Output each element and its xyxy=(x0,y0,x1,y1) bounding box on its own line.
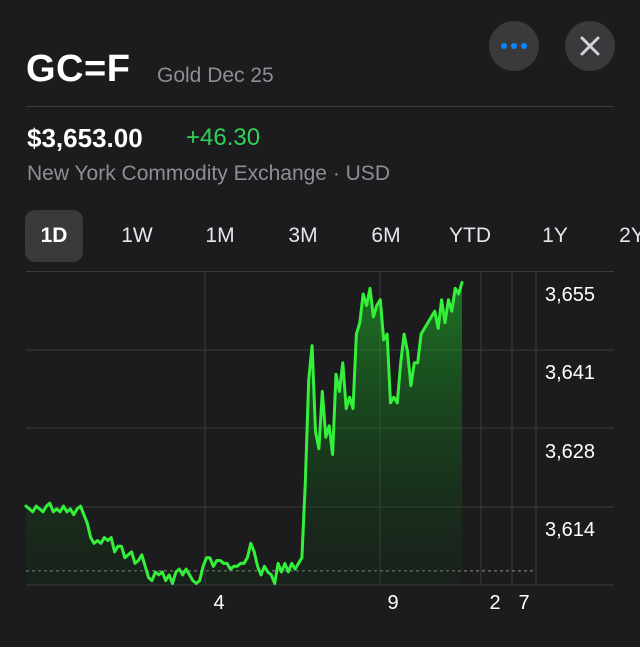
tab-6m[interactable]: 6M xyxy=(371,224,401,247)
tab-1d[interactable]: 1D xyxy=(25,210,83,262)
x-tick-label: 7 xyxy=(518,592,529,614)
price-change: +46.30 xyxy=(186,124,261,151)
y-tick-label: 3,628 xyxy=(545,441,595,463)
y-tick-label: 3,641 xyxy=(545,362,595,384)
current-price: $3,653.00 xyxy=(27,123,143,153)
y-tick-label: 3,655 xyxy=(545,284,595,306)
more-options-button[interactable] xyxy=(489,21,539,71)
tab-1y[interactable]: 1Y xyxy=(542,224,568,247)
tab-1w[interactable]: 1W xyxy=(121,224,153,247)
x-tick-label: 4 xyxy=(213,592,224,614)
chart-top-divider xyxy=(26,271,614,272)
instrument-name: Gold Dec 25 xyxy=(157,64,274,87)
y-tick-label: 3,614 xyxy=(545,519,595,541)
tab-3m[interactable]: 3M xyxy=(288,224,318,247)
ellipsis-icon xyxy=(501,43,527,49)
range-tabs: 1D 1W 1M 3M 6M YTD 1Y 2Y xyxy=(0,210,640,262)
price-chart-svg: 3,655 3,641 3,628 3,614 4 9 2 7 xyxy=(24,272,614,614)
tab-ytd[interactable]: YTD xyxy=(449,224,491,247)
price-line xyxy=(24,281,464,585)
x-tick-label: 9 xyxy=(387,592,398,614)
tab-2y[interactable]: 2Y xyxy=(619,224,640,247)
close-button[interactable] xyxy=(565,21,615,71)
x-tick-label: 2 xyxy=(489,592,500,614)
price-area-fill xyxy=(26,282,462,585)
exchange-info: New York Commodity Exchange · USD xyxy=(27,162,390,185)
header-divider xyxy=(26,106,614,107)
header: GC=F Gold Dec 25 xyxy=(0,0,640,106)
price-chart[interactable]: 3,655 3,641 3,628 3,614 4 9 2 7 xyxy=(0,270,640,647)
close-icon xyxy=(580,36,600,56)
ticker-symbol: GC=F xyxy=(26,48,131,90)
tab-1m[interactable]: 1M xyxy=(205,224,235,247)
